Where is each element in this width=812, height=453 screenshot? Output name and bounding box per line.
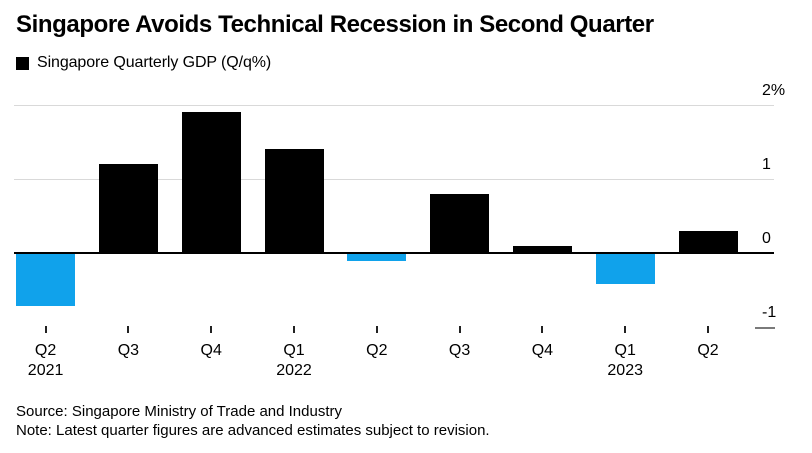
revision-note: Note: Latest quarter figures are advance… [16, 422, 490, 439]
legend-swatch-icon [16, 56, 29, 70]
gridline [14, 178, 774, 180]
gdp-bar [181, 112, 241, 253]
gridline [14, 104, 774, 106]
chart-legend: Singapore Quarterly GDP (Q/q%) [16, 54, 271, 72]
y-axis-tick-label: 2% [762, 81, 786, 99]
x-axis-quarter-label: Q4 [200, 342, 222, 359]
chart-title: Singapore Avoids Technical Recession in … [16, 11, 654, 38]
x-axis-quarter-label: Q1 [614, 342, 636, 359]
chart-footer: Source: Singapore Ministry of Trade and … [16, 402, 490, 440]
source-note: Source: Singapore Ministry of Trade and … [16, 403, 343, 420]
x-axis-year-label: 2021 [27, 362, 64, 379]
x-axis-quarter-label: Q2 [366, 342, 388, 359]
x-axis-tick [210, 326, 213, 333]
x-axis-quarter-label: Q1 [283, 342, 305, 359]
x-axis-tick [375, 326, 378, 333]
x-axis-tick [127, 326, 130, 333]
x-axis-tick [293, 326, 295, 333]
x-axis-quarter-label: Q2 [697, 342, 719, 359]
gdp-bar [347, 254, 407, 262]
x-axis-tick [44, 326, 47, 333]
gdp-bar [678, 230, 738, 253]
legend-series-label: Singapore Quarterly GDP (Q/q%) [37, 54, 272, 71]
axis-minor-tick [755, 327, 775, 330]
gdp-bar [512, 245, 572, 253]
x-axis-quarter-label: Q3 [448, 342, 471, 359]
x-axis-quarter-label: Q3 [117, 342, 140, 359]
x-axis-line [14, 252, 774, 254]
gdp-bar [595, 254, 655, 284]
x-axis-tick [458, 326, 461, 333]
x-axis-tick [624, 326, 627, 333]
gdp-bar [264, 149, 324, 253]
x-axis-quarter-label: Q4 [531, 342, 554, 359]
gdp-bar [98, 164, 158, 253]
gdp-bar [430, 193, 490, 253]
x-axis-tick [707, 326, 709, 333]
y-axis-tick-label: -1 [762, 304, 777, 322]
x-axis-quarter-label: Q2 [34, 342, 57, 359]
x-axis-year-label: 2023 [607, 362, 643, 379]
x-axis-tick [541, 326, 544, 333]
gdp-bar [16, 254, 76, 306]
y-axis-tick-label: 0 [762, 230, 771, 247]
y-axis-tick-label: 1 [762, 155, 771, 173]
x-axis-year-label: 2022 [276, 362, 312, 379]
